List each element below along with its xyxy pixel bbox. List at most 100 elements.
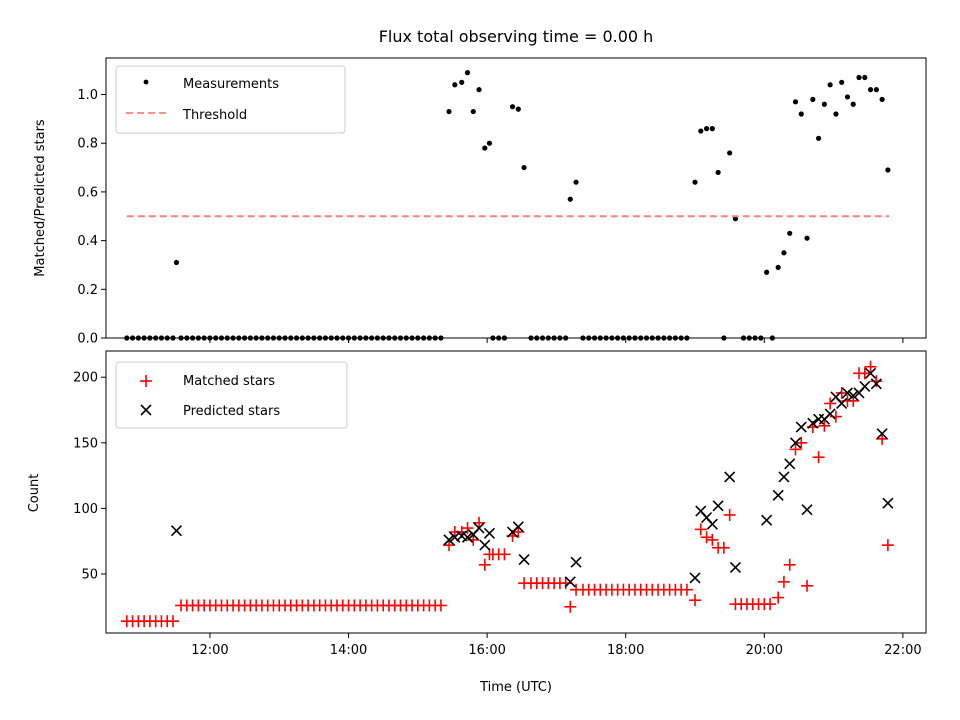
matched-star-point [777, 575, 790, 588]
measurement-point [534, 335, 540, 341]
measurement-point [620, 335, 627, 341]
predicted-star-point [443, 534, 455, 546]
predicted-star-point [864, 367, 877, 379]
measurement-point [311, 335, 317, 341]
measurement-point [746, 335, 752, 341]
measurement-point [340, 335, 346, 341]
measurement-point [758, 335, 764, 341]
measurement-point [386, 335, 392, 341]
top-plot-marks [124, 70, 891, 341]
matched-star-point [473, 516, 486, 529]
predicted-star-point [772, 489, 784, 501]
measurement-point [403, 335, 409, 341]
measurement-point [184, 335, 190, 341]
predicted-star-point [761, 514, 773, 526]
measurement-point [703, 126, 710, 132]
measurement-point [241, 335, 248, 341]
matched-star-point [706, 533, 719, 546]
matched-star-point [512, 526, 525, 539]
measurement-point [885, 167, 891, 173]
predicted-star-point [473, 522, 485, 534]
matched-star-point [835, 386, 848, 399]
measurement-point [482, 145, 488, 151]
predicted-star-point [847, 390, 859, 402]
measurement-point [567, 196, 573, 202]
matched-star-point [717, 541, 730, 554]
measurement-point [591, 335, 598, 341]
measurement-point [236, 335, 242, 341]
measurement-point [792, 99, 799, 105]
measurement-point [141, 335, 147, 341]
measurement-point [293, 335, 300, 341]
bottom-y-axis-label: Count [27, 474, 42, 513]
legend-marker-predicted [140, 404, 152, 416]
measurement-point [459, 79, 465, 85]
measurement-point [715, 169, 721, 176]
measurement-point [490, 335, 496, 341]
x-tick-label: 14:00 [330, 643, 367, 658]
chart-title: Flux total observing time = 0.00 h [379, 27, 654, 46]
measurement-point [626, 335, 632, 341]
y-tick-label: 0.6 [77, 185, 98, 200]
measurement-point [170, 335, 176, 341]
top-legend: Measurements Threshold [115, 65, 346, 134]
bottom-x-ticks: 12:00 14:00 16:00 18:00 20:00 22:00 [191, 633, 922, 658]
y-tick-label: 150 [73, 436, 98, 451]
measurement-point [856, 74, 862, 81]
measurement-point [259, 335, 265, 341]
matched-star-point [166, 615, 179, 628]
measurement-point [709, 126, 715, 132]
measurement-point [501, 335, 508, 341]
measurement-point [521, 164, 527, 171]
predicted-star-point [729, 561, 742, 573]
predicted-star-point [518, 553, 530, 566]
measurement-point [369, 335, 375, 341]
predicted-star-point [570, 556, 582, 568]
predicted-star-point [801, 504, 813, 516]
measurement-point [667, 335, 673, 341]
measurement-point [850, 101, 856, 107]
measurement-point [282, 335, 288, 341]
measurement-point [769, 335, 775, 341]
measurement-point [190, 335, 196, 341]
measurement-point [224, 335, 230, 341]
y-tick-label: 0.2 [77, 283, 98, 298]
measurement-point [573, 179, 579, 185]
measurement-point [752, 335, 758, 341]
bottom-y-ticks: 50 100 150 200 [73, 371, 106, 582]
measurement-point [392, 335, 398, 341]
matched-star-point [864, 360, 877, 373]
matched-star-point [689, 594, 702, 607]
legend-label-matched: Matched stars [183, 374, 275, 389]
measurement-point [732, 216, 739, 222]
matched-star-point [564, 600, 577, 613]
matched-star-point [772, 591, 785, 604]
measurement-point [270, 335, 277, 341]
measurement-point [515, 106, 521, 112]
measurement-point [539, 335, 546, 341]
measurement-point [288, 335, 294, 341]
measurement-point [357, 335, 363, 341]
measurement-point [415, 335, 421, 341]
y-tick-label: 100 [73, 502, 98, 517]
measurement-point [129, 335, 136, 341]
predicted-star-point [789, 437, 802, 449]
measurement-point [509, 104, 516, 110]
predicted-star-point [706, 518, 718, 530]
matched-star-point [818, 419, 831, 432]
y-tick-label: 0.4 [77, 234, 98, 249]
matched-star-point [783, 558, 796, 571]
matched-star-point [700, 531, 713, 544]
measurement-point [839, 79, 845, 85]
matched-star-point [764, 598, 777, 611]
measurement-point [464, 70, 471, 76]
y-tick-label: 0.8 [77, 137, 98, 152]
matched-star-point [694, 523, 707, 536]
measurement-point [727, 150, 733, 156]
predicted-star-point [813, 413, 825, 425]
bottom-plot-marks [120, 360, 894, 628]
matched-star-point [812, 451, 825, 464]
predicted-star-point [882, 497, 894, 509]
bottom-legend: Matched stars Predicted stars [115, 361, 348, 429]
